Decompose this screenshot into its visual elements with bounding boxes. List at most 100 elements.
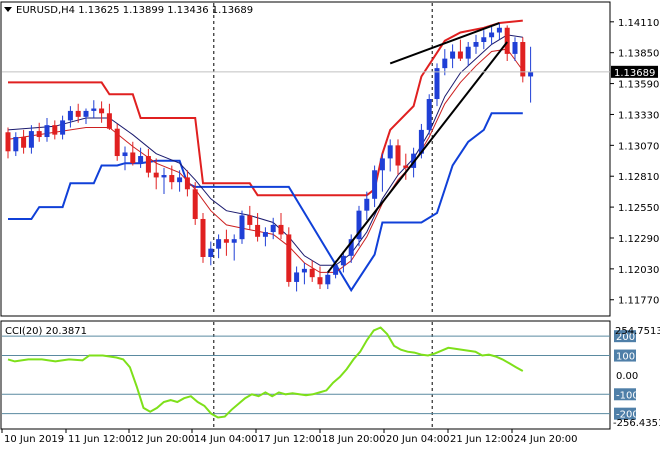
candle-body: [528, 71, 534, 77]
candle-body: [21, 137, 27, 148]
candle-body: [239, 215, 245, 240]
candle-body: [216, 239, 222, 249]
candle-body: [114, 128, 120, 157]
candle-body: [387, 145, 393, 159]
candle-body: [356, 210, 362, 240]
candle-body: [106, 113, 112, 129]
cci-tick-label: 0.00: [616, 371, 638, 382]
candle-body: [333, 265, 339, 275]
candle-body: [13, 137, 19, 152]
trendline: [389, 22, 500, 65]
candle-body: [348, 239, 354, 256]
cci-level-tag: [614, 407, 636, 420]
candle-body: [434, 68, 440, 100]
candle-body: [496, 27, 502, 33]
time-tick-label: 10 Jun 2019: [4, 434, 64, 445]
time-tick-label: 21 Jun 12:00: [450, 434, 514, 445]
candle-body: [67, 110, 73, 121]
price-tick-label: 1.13330: [618, 110, 659, 121]
price-tick-label: 1.11770: [618, 296, 659, 307]
candle-body: [473, 42, 479, 47]
price-tick-label: 1.14110: [618, 18, 659, 29]
candle-body: [270, 224, 276, 233]
symbol-dropdown-icon[interactable]: [4, 7, 12, 12]
candle-body: [317, 277, 323, 285]
candle-body: [255, 224, 261, 237]
cci-level-tag: [614, 349, 636, 362]
current-price-box: [611, 65, 658, 78]
price-panel-frame: [0, 1, 611, 317]
time-tick-label: 14 Jun 04:00: [194, 434, 258, 445]
candle-body: [481, 37, 487, 43]
candle-body: [489, 32, 495, 38]
symbol-ohlc-label: EURUSD,H4 1.13625 1.13899 1.13436 1.1368…: [16, 5, 253, 16]
cci-tick-label: -200: [616, 410, 639, 421]
price-tick-label: 1.13850: [618, 49, 659, 60]
candle-body: [278, 224, 284, 235]
candle-body: [309, 268, 315, 278]
candle-body: [418, 129, 424, 154]
cci-series-line: [7, 326, 524, 419]
cci-panel-frame: [0, 320, 611, 430]
slow-ma-line: [7, 34, 523, 266]
current-price-marker: 1.13689: [2, 65, 658, 79]
candle-body: [52, 125, 58, 135]
cci-level-tag: [614, 330, 636, 343]
candle-body: [153, 172, 159, 178]
price-tick-label: 1.12550: [618, 203, 659, 214]
candle-body: [28, 131, 34, 148]
candle-body: [450, 51, 456, 59]
symbol-header: EURUSD,H4 1.13625 1.13899 1.13436 1.1368…: [4, 5, 253, 16]
candle-body: [75, 110, 81, 117]
candle-body: [231, 239, 237, 243]
trendlines: [327, 22, 508, 274]
current-price-value: 1.13689: [614, 68, 655, 79]
candle-body: [247, 215, 253, 225]
candle-body: [325, 274, 331, 285]
cci-tick-label: -100: [616, 390, 639, 401]
candle-body: [520, 42, 526, 77]
candle-body: [403, 165, 409, 168]
candle-body: [262, 232, 268, 237]
time-tick-label: 20 Jun 04:00: [386, 434, 450, 445]
time-tick-label: 18 Jun 20:00: [322, 434, 386, 445]
candle-body: [184, 177, 190, 190]
candle-body: [301, 268, 307, 273]
session-separators: [213, 3, 433, 428]
price-axis-ticks: 1.14110 1.13850 1.13590 1.13330 1.13070 1.128…: [610, 18, 659, 307]
candle-body: [512, 42, 518, 54]
candle-body: [138, 156, 144, 164]
cci-level-tag: [614, 388, 636, 401]
price-tick-label: 1.12810: [618, 172, 659, 183]
candle-body: [44, 125, 50, 138]
time-tick-label: 12 Jun 20:00: [131, 434, 195, 445]
candle-body: [130, 152, 136, 164]
cci-axis-top: 254.7513: [615, 326, 660, 337]
candle-body: [286, 234, 292, 282]
candle-body: [192, 189, 198, 219]
time-axis-ticks: 10 Jun 2019 11 Jun 12:00 12 Jun 20:00 14 Ju…: [1, 429, 578, 445]
candle-body: [200, 218, 206, 257]
candle-body: [223, 239, 229, 243]
candle-body: [161, 175, 167, 178]
candle-body: [372, 170, 378, 199]
candle-body: [177, 177, 183, 183]
price-tick-label: 1.13590: [618, 80, 659, 91]
cci-axis-bottom: -256.4351: [613, 418, 660, 429]
time-tick-label: 11 Jun 12:00: [68, 434, 132, 445]
upper-band-line: [8, 19, 523, 197]
cci-label: CCI(20) 20.3871: [5, 326, 87, 337]
cci-line: [7, 326, 524, 419]
candle-body: [426, 99, 432, 130]
candle-body: [465, 46, 471, 59]
candle-body: [169, 175, 175, 183]
candle-body: [294, 272, 300, 282]
candle-body: [504, 27, 510, 54]
cci-tick-label: 200: [616, 332, 635, 343]
price-tick-label: 1.13070: [618, 141, 659, 152]
candle-body: [60, 120, 66, 135]
time-tick-label: 24 Jun 20:00: [514, 434, 578, 445]
candle-body: [83, 110, 89, 117]
